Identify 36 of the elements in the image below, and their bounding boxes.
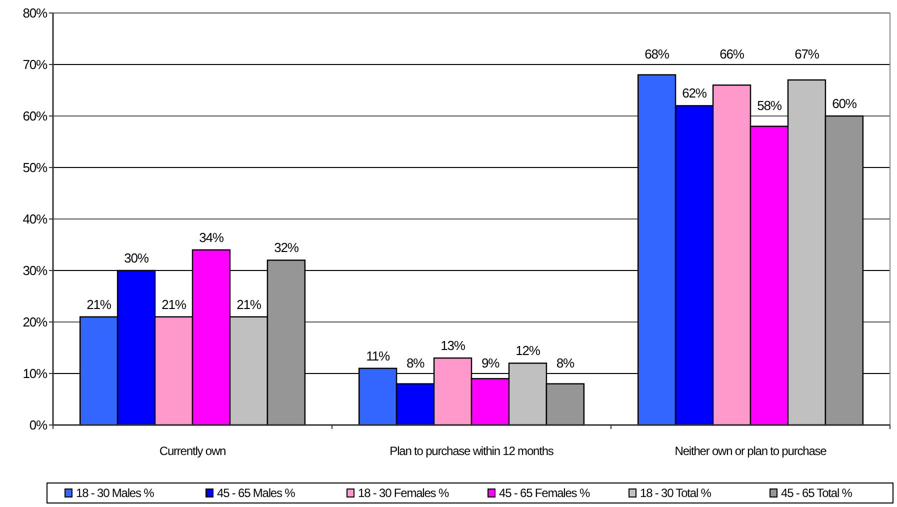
y-tick-label: 60% xyxy=(22,108,48,124)
data-label: 62% xyxy=(682,86,708,101)
y-tick-label: 50% xyxy=(22,160,48,176)
data-label: 11% xyxy=(366,348,390,364)
data-label: 66% xyxy=(720,46,745,62)
data-label: 9% xyxy=(481,356,500,370)
data-label: 30% xyxy=(124,250,150,266)
y-tick-label: 20% xyxy=(22,314,48,330)
y-tick-label: 70% xyxy=(22,57,48,72)
x-tick-label: Neither own or plan to purchase xyxy=(674,444,828,458)
data-label: 8% xyxy=(406,356,426,370)
legend-label: 18 - 30 Total % xyxy=(640,486,712,500)
y-tick-label: 0% xyxy=(29,418,48,433)
data-label: 21% xyxy=(162,296,187,312)
legend-label: 18 - 30 Males % xyxy=(76,486,155,500)
y-tick-label: 40% xyxy=(22,212,48,227)
data-label: 60% xyxy=(832,96,858,111)
y-tick-label: 10% xyxy=(22,366,48,382)
legend-label: 45 - 65 Total % xyxy=(781,486,853,500)
data-label: 67% xyxy=(794,46,820,62)
legend-label: 45 - 65 Males % xyxy=(217,486,296,500)
data-label: 21% xyxy=(236,296,262,312)
data-label: 13% xyxy=(440,338,466,354)
data-label: 68% xyxy=(644,46,670,62)
legend-label: 45 - 65 Females % xyxy=(499,486,590,500)
legend-label: 18 - 30 Females % xyxy=(358,486,450,500)
data-label: 34% xyxy=(199,230,224,245)
x-tick-label: Plan to purchase within 12 months xyxy=(390,444,554,458)
y-tick-label: 80% xyxy=(22,6,48,21)
data-label: 58% xyxy=(757,98,782,113)
data-label: 12% xyxy=(516,343,541,358)
x-tick-label: Currently own xyxy=(159,444,226,458)
data-label: 8% xyxy=(556,356,576,370)
data-label: 21% xyxy=(86,296,112,312)
y-tick-label: 30% xyxy=(22,263,48,278)
data-label: 32% xyxy=(274,240,300,256)
